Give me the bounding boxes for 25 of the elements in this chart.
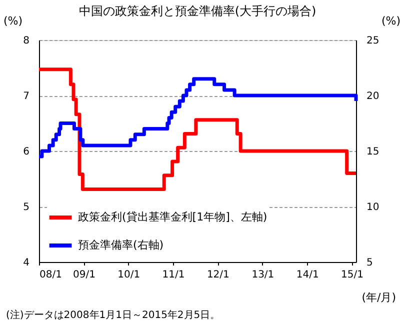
y-tick-label: 8 (23, 36, 30, 46)
x-tick-label: 11/1 (162, 270, 185, 280)
y2-tick-label: 15 (366, 146, 380, 158)
chart-title: 中国の政策金利と預金準備率(大手行の場合) (78, 4, 316, 18)
y-tick-label: 5 (23, 202, 30, 213)
legend-label: 政策金利(貸出基準金利[1年物]、左軸) (78, 210, 268, 224)
y2-tick-label: 5 (366, 258, 373, 268)
x-tick-label: 15/1 (340, 270, 364, 280)
y2-axis-title: (%) (381, 14, 400, 28)
y2-tick-label: 20 (366, 91, 380, 102)
y-axis-title: (%) (4, 14, 23, 28)
y2-tick-label: 10 (366, 202, 380, 213)
y-tick-label: 6 (23, 146, 30, 158)
x-tick-label: 10/1 (118, 270, 140, 280)
x-axis-title: (年/月) (362, 291, 396, 304)
y2-tick-label: 25 (366, 36, 380, 46)
x-tick-label: 08/1 (40, 270, 62, 280)
x-tick-label: 12/1 (206, 270, 230, 280)
legend-label: 預金準備率(右軸) (78, 238, 164, 252)
y-tick-label: 4 (23, 258, 30, 268)
x-tick-label: 13/1 (252, 270, 274, 280)
x-tick-label: 14/1 (296, 270, 319, 280)
text: (注)データは2008年1月1日～2015年2月5日。 (6, 309, 220, 321)
y-tick-label: 7 (23, 91, 30, 102)
x-tick-label: 09/1 (73, 270, 96, 280)
